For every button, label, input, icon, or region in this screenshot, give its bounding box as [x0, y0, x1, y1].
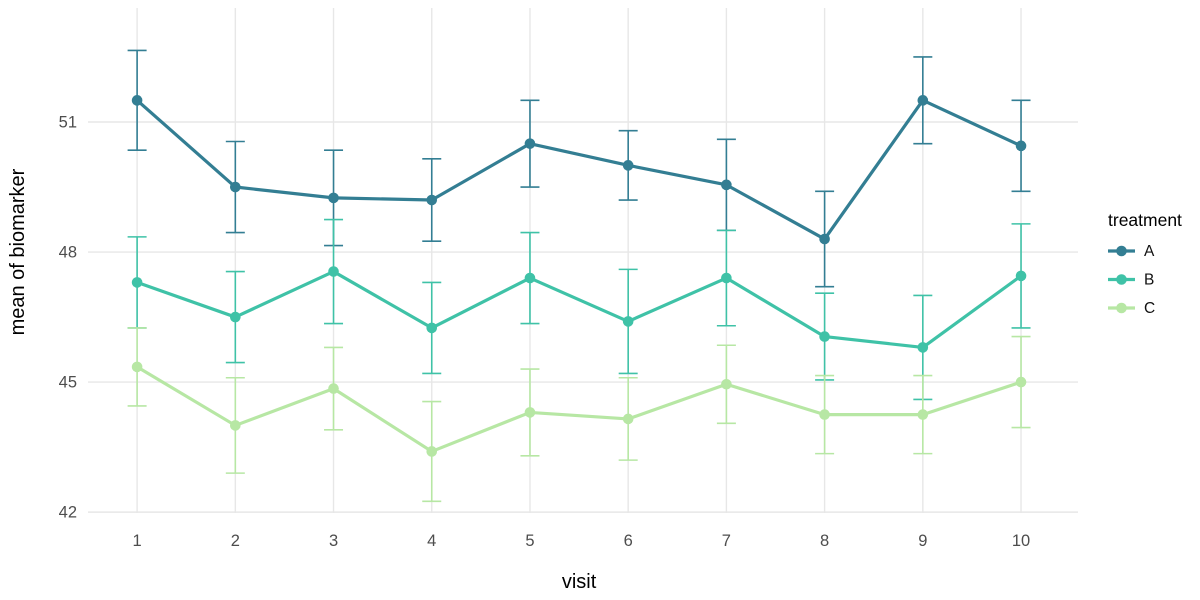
x-tick-label: 3	[329, 532, 338, 550]
legend-item-A: A	[1108, 243, 1155, 260]
data-point	[819, 331, 830, 342]
series-line	[135, 269, 1023, 350]
series-C	[127, 327, 1031, 503]
legend-item-label: A	[1144, 243, 1155, 260]
data-point	[1015, 376, 1027, 388]
data-point	[622, 160, 634, 171]
data-point	[426, 322, 438, 334]
legend-item-B: B	[1108, 272, 1154, 289]
data-point	[426, 446, 438, 457]
data-point	[917, 342, 929, 353]
data-point	[328, 383, 339, 394]
data-point	[721, 272, 732, 284]
legend-key-point	[1116, 302, 1127, 314]
x-tick-label: 1	[133, 532, 142, 550]
data-point	[1015, 270, 1027, 282]
panel-grid	[88, 8, 1078, 513]
x-axis-title: visit	[562, 571, 597, 593]
data-point	[230, 311, 241, 323]
y-tick-label: 48	[59, 244, 77, 262]
legend-item-C: C	[1108, 300, 1155, 317]
series-B	[127, 218, 1031, 401]
data-point	[819, 233, 830, 245]
x-tick-label: 4	[427, 532, 436, 550]
data-point	[721, 378, 732, 390]
data-point	[426, 194, 438, 206]
x-tick-label: 5	[525, 532, 534, 550]
data-point	[230, 420, 241, 431]
x-axis-tick-labels: 1 2 3 4 5 6 7 8 9 10	[133, 532, 1031, 550]
data-point	[328, 266, 339, 277]
y-tick-label: 42	[59, 504, 77, 522]
data-point	[1015, 140, 1027, 152]
y-axis-tick-labels: 42 45 48 51	[59, 114, 77, 522]
x-tick-label: 10	[1012, 532, 1030, 550]
data-point	[917, 409, 929, 420]
legend: treatment ABC	[1108, 210, 1182, 317]
legend-item-label: C	[1144, 300, 1155, 317]
legend-item-label: B	[1144, 272, 1154, 289]
data-point	[721, 179, 732, 191]
data-point	[622, 413, 634, 425]
data-point	[524, 138, 536, 149]
data-point	[524, 272, 536, 284]
data-point	[131, 95, 143, 106]
series-A	[127, 49, 1031, 288]
x-tick-label: 8	[820, 532, 829, 550]
data-point	[622, 316, 634, 327]
data-point	[131, 277, 143, 288]
data-point	[819, 409, 830, 420]
data-point	[328, 192, 339, 204]
y-tick-label: 45	[59, 374, 77, 392]
y-axis-title: mean of biomarker	[7, 168, 29, 335]
x-tick-label: 2	[231, 532, 240, 550]
legend-key-point	[1116, 274, 1127, 285]
y-tick-label: 51	[59, 114, 77, 132]
data-point	[131, 361, 143, 373]
x-tick-label: 7	[722, 532, 731, 550]
x-tick-label: 9	[918, 532, 927, 550]
x-tick-label: 6	[624, 532, 633, 550]
series-line	[135, 98, 1023, 241]
data-point	[230, 181, 241, 193]
data-point	[917, 95, 929, 106]
legend-key-point	[1116, 245, 1127, 257]
series-line	[135, 365, 1023, 454]
legend-title: treatment	[1108, 210, 1182, 230]
data-point	[524, 407, 536, 418]
